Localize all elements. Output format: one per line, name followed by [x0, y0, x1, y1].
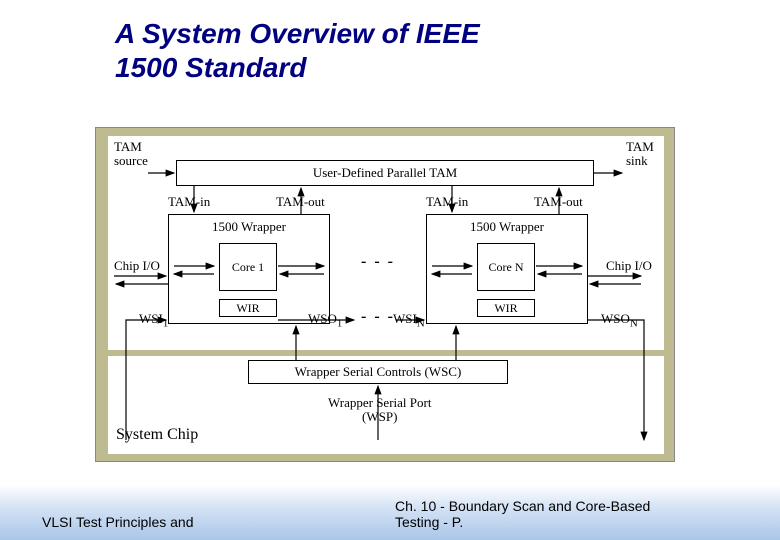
- chip-io-right: Chip I/O: [606, 258, 652, 274]
- wson-label: WSON: [601, 311, 638, 330]
- core-n: Core N: [477, 243, 535, 291]
- chip-io-left: Chip I/O: [114, 258, 160, 274]
- title-line2: 1500 Standard: [115, 52, 306, 84]
- title-line1: A System Overview of IEEE: [115, 18, 480, 50]
- footer-gradient: [0, 485, 780, 540]
- tam-out-1: TAM-out: [276, 194, 325, 210]
- tam-sink-label: TAM sink: [626, 140, 654, 169]
- core-1: Core 1: [219, 243, 277, 291]
- wsp-label: Wrapper Serial Port (WSP): [328, 396, 431, 425]
- tam-in-2: TAM-in: [426, 194, 468, 210]
- footer-right-1: Ch. 10 - Boundary Scan and Core-Based: [395, 498, 650, 514]
- dots-2: - - -: [361, 308, 395, 326]
- system-chip-label: System Chip: [116, 426, 198, 444]
- tam-in-1: TAM-in: [168, 194, 210, 210]
- wsi1-label: WSI1: [139, 311, 168, 330]
- wir-n: WIR: [477, 299, 535, 317]
- wrapper-1: 1500 Wrapper Core 1 WIR: [168, 214, 330, 324]
- wso1-label: WSO1: [308, 311, 342, 330]
- tam-out-2: TAM-out: [534, 194, 583, 210]
- tam-source-label: TAM source: [114, 140, 148, 169]
- footer-left: VLSI Test Principles and: [42, 514, 194, 530]
- wsc-box: Wrapper Serial Controls (WSC): [248, 360, 508, 384]
- wrapper-1-label: 1500 Wrapper: [169, 219, 329, 235]
- wir-1: WIR: [219, 299, 277, 317]
- wrapper-n: 1500 Wrapper Core N WIR: [426, 214, 588, 324]
- dots-1: - - -: [361, 253, 395, 271]
- footer-right-2: Testing - P.: [395, 514, 463, 530]
- diagram-bg: TAM source TAM sink User-Defined Paralle…: [95, 127, 675, 462]
- wsin-label: WSIN: [393, 311, 425, 330]
- parallel-tam-box: User-Defined Parallel TAM: [176, 160, 594, 186]
- wrapper-n-label: 1500 Wrapper: [427, 219, 587, 235]
